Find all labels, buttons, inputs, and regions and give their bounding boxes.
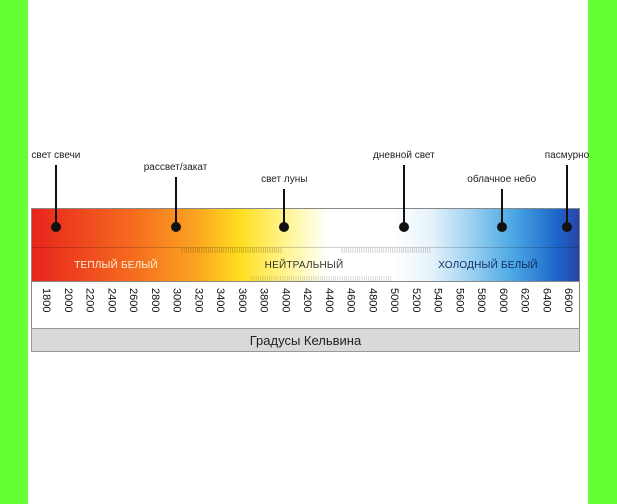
annotation-pointer-line	[283, 189, 286, 227]
kelvin-tick-label: 4000	[279, 288, 292, 313]
kelvin-tick-label: 4400	[322, 288, 335, 313]
kelvin-tick-label: 6600	[562, 288, 574, 313]
annotation-pointer-line	[54, 165, 57, 227]
kelvin-tick-label: 3200	[192, 288, 205, 313]
kelvin-tick-label: 6000	[496, 288, 509, 313]
annotation-label: дневной свет	[373, 150, 435, 161]
annotation-marker-dot	[398, 222, 409, 232]
annotation-marker-dot	[170, 222, 181, 232]
annotation-marker-dot	[496, 222, 507, 232]
kelvin-tick-label: 3600	[235, 288, 248, 313]
annotation-label: пасмурно	[544, 150, 590, 161]
diagram-panel: свет свечи рассвет/закат свет луны дневной …	[28, 0, 590, 504]
kelvin-tick-label: 4200	[301, 288, 313, 313]
kelvin-tick-label: 3000	[170, 288, 183, 313]
annotation-label: свет свечи	[31, 150, 81, 161]
kelvin-tick-label: 2200	[83, 288, 96, 313]
zone-label-warm: ТЕПЛЫЙ БЕЛЫЙ	[74, 260, 158, 271]
zone-label-cool: ХОЛОДНЫЙ БЕЛЫЙ	[438, 260, 538, 271]
annotation-pointer-line	[566, 165, 568, 227]
kelvin-tick-label: 5400	[431, 288, 444, 313]
kelvin-tick-label: 5200	[409, 288, 422, 313]
scale-caption: Градусы Кельвина	[31, 328, 580, 352]
kelvin-scale: 1800 2000 2200 2400 2600 2800 3000 3200 3400 3600…	[31, 282, 580, 328]
annotation-pointer-line	[500, 189, 503, 227]
annotation-label: свет луны	[261, 174, 308, 185]
kelvin-tick-label: 5800	[475, 288, 487, 313]
kelvin-tick-label: 3400	[214, 288, 226, 313]
kelvin-tick-label: 4800	[366, 288, 379, 313]
annotation-marker-dot	[562, 222, 572, 232]
kelvin-tick-label: 1800	[40, 288, 52, 313]
annotation-label: облачное небо	[467, 174, 537, 185]
annotation-marker-dot	[279, 222, 290, 232]
kelvin-tick-label: 5000	[388, 288, 400, 313]
color-temperature-gradient-bar: ТЕПЛЫЙ БЕЛЫЙ НЕЙТРАЛЬНЫЙ ХОЛОДНЫЙ БЕЛЫЙ	[31, 208, 580, 282]
annotation-marker-dot	[50, 222, 61, 232]
kelvin-tick-label: 2000	[61, 288, 74, 313]
annotation-pointer-line	[402, 165, 405, 227]
kelvin-tick-label: 2800	[148, 288, 161, 313]
kelvin-tick-label: 4600	[344, 288, 357, 313]
zone-label-neutral: НЕЙТРАЛЬНЫЙ	[264, 260, 344, 271]
kelvin-tick-label: 2400	[105, 288, 118, 313]
kelvin-tick-label: 6400	[540, 288, 553, 313]
annotation-label: рассвет/закат	[143, 162, 208, 173]
kelvin-tick-label: 2600	[127, 288, 139, 313]
kelvin-tick-label: 3800	[257, 288, 270, 313]
annotation-pointer-line	[174, 177, 177, 227]
zone-band	[32, 247, 579, 282]
band-hatch-marks	[181, 248, 431, 281]
kelvin-tick-label: 5600	[453, 288, 466, 313]
kelvin-tick-label: 6200	[518, 288, 531, 313]
